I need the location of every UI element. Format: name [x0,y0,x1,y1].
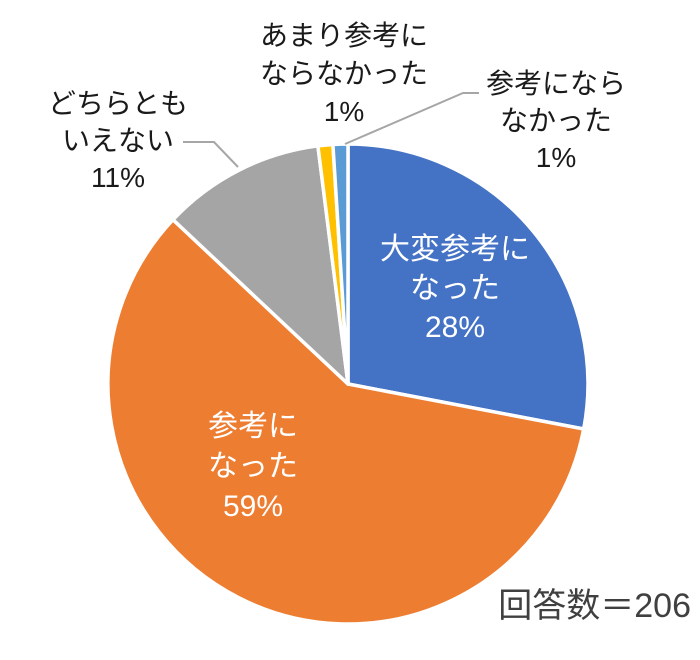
slice-labels-group: 大変参考になった 28% 参考になった 59% どちらともいえない 11% あまり参考になら… [48,20,626,523]
slice-label-4: 参考にならなかった 1% [486,68,626,173]
pie-slice-0 [346,142,590,431]
pie-slices-group [106,142,590,626]
leader-line-4 [344,92,479,145]
slice-label-2: どちらともいえない 11% [48,88,188,193]
response-count-label: 回答数＝206 [498,587,691,625]
slice-label-3: あまり参考にならなかった 1% [260,20,428,127]
pie-slice-4 [331,142,350,386]
slice-label-0: 大変参考になった 28% [380,233,530,344]
slice-label-1: 参考になった 59% [208,410,298,523]
pie-slice-2 [171,144,350,386]
leader-lines-group [183,92,479,168]
pie-slice-1 [106,217,586,626]
leader-line-2 [183,141,239,168]
